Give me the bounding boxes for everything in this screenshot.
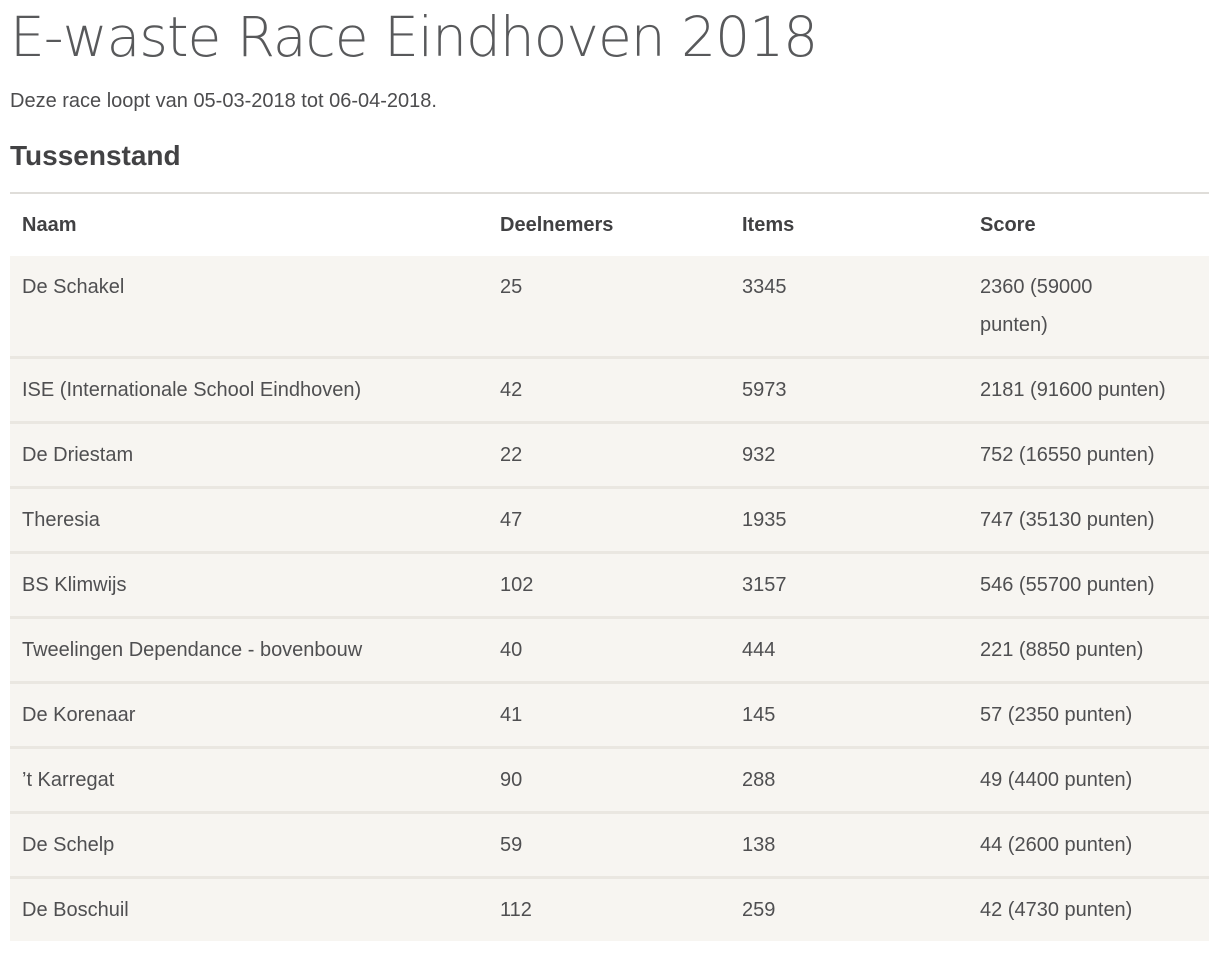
table-row: De Driestam 22 932 752 (16550 punten)	[10, 421, 1209, 488]
cell-score: 2181 (91600 punten)	[968, 356, 1209, 423]
cell-deelnemers: 22	[488, 421, 730, 488]
table-row: De Boschuil 112 259 42 (4730 punten)	[10, 876, 1209, 942]
cell-score: 2360 (59000 punten)	[968, 256, 1209, 358]
table-row: Tweelingen Dependance - bovenbouw 40 444 22…	[10, 616, 1209, 683]
column-header-deelnemers: Deelnemers	[488, 193, 730, 257]
table-row: Theresia 47 1935 747 (35130 punten)	[10, 486, 1209, 553]
cell-deelnemers: 25	[488, 256, 730, 358]
cell-naam: ’t Karregat	[10, 746, 488, 813]
cell-score: 221 (8850 punten)	[968, 616, 1209, 683]
cell-items: 5973	[730, 356, 968, 423]
page-subtitle: Deze race loopt van 05-03-2018 tot 06-04…	[10, 90, 437, 112]
column-header-score: Score	[968, 193, 1209, 257]
cell-score: 42 (4730 punten)	[968, 876, 1209, 942]
cell-deelnemers: 90	[488, 746, 730, 813]
cell-deelnemers: 112	[488, 876, 730, 942]
section-heading-tussenstand: Tussenstand	[10, 140, 181, 171]
table-row: ’t Karregat 90 288 49 (4400 punten)	[10, 746, 1209, 813]
cell-items: 3345	[730, 256, 968, 358]
cell-score: 752 (16550 punten)	[968, 421, 1209, 488]
table-row: De Schelp 59 138 44 (2600 punten)	[10, 811, 1209, 878]
column-header-items: Items	[730, 193, 968, 257]
cell-score: 546 (55700 punten)	[968, 551, 1209, 618]
table-row: ISE (Internationale School Eindhoven) 42 5…	[10, 356, 1209, 423]
cell-naam: Tweelingen Dependance - bovenbouw	[10, 616, 488, 683]
cell-score: 747 (35130 punten)	[968, 486, 1209, 553]
table-row: De Schakel 25 3345 2360 (59000 punten)	[10, 256, 1209, 358]
cell-deelnemers: 42	[488, 356, 730, 423]
cell-naam: De Boschuil	[10, 876, 488, 942]
tussenstand-table: Naam Deelnemers Items Score De Schakel 25…	[10, 192, 1209, 942]
cell-naam: ISE (Internationale School Eindhoven)	[10, 356, 488, 423]
cell-items: 932	[730, 421, 968, 488]
cell-deelnemers: 41	[488, 681, 730, 748]
cell-items: 138	[730, 811, 968, 878]
cell-items: 444	[730, 616, 968, 683]
table-row: De Korenaar 41 145 57 (2350 punten)	[10, 681, 1209, 748]
table-header-row: Naam Deelnemers Items Score	[10, 193, 1209, 257]
cell-naam: De Driestam	[10, 421, 488, 488]
cell-items: 1935	[730, 486, 968, 553]
cell-items: 259	[730, 876, 968, 942]
cell-items: 288	[730, 746, 968, 813]
cell-deelnemers: 59	[488, 811, 730, 878]
cell-deelnemers: 102	[488, 551, 730, 618]
cell-items: 145	[730, 681, 968, 748]
cell-naam: De Schelp	[10, 811, 488, 878]
table-row: BS Klimwijs 102 3157 546 (55700 punten)	[10, 551, 1209, 618]
page: E-waste Race Eindhoven 2018 Deze race lo…	[10, 0, 1209, 942]
cell-naam: De Korenaar	[10, 681, 488, 748]
cell-deelnemers: 40	[488, 616, 730, 683]
column-header-naam: Naam	[10, 193, 488, 257]
cell-score: 49 (4400 punten)	[968, 746, 1209, 813]
cell-naam: De Schakel	[10, 256, 488, 358]
cell-naam: Theresia	[10, 486, 488, 553]
cell-naam: BS Klimwijs	[10, 551, 488, 618]
page-title: E-waste Race Eindhoven 2018	[10, 5, 818, 69]
cell-deelnemers: 47	[488, 486, 730, 553]
cell-score: 44 (2600 punten)	[968, 811, 1209, 878]
cell-score: 57 (2350 punten)	[968, 681, 1209, 748]
cell-items: 3157	[730, 551, 968, 618]
table-body: De Schakel 25 3345 2360 (59000 punten) ISE (…	[10, 256, 1209, 942]
